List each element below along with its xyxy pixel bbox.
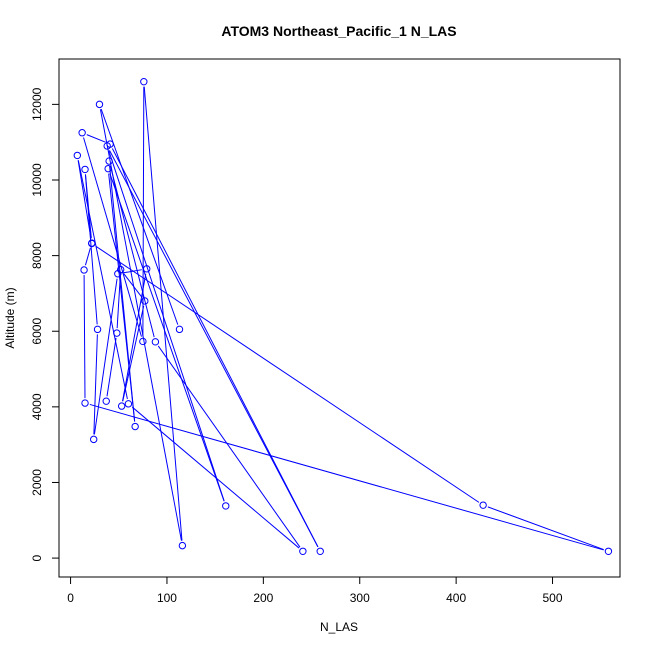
series-segment	[122, 273, 147, 402]
series-segment	[95, 245, 480, 503]
data-point	[102, 397, 110, 405]
series-segment	[122, 305, 145, 402]
series-segment	[100, 108, 179, 325]
series-lines	[77, 86, 604, 551]
data-point	[80, 266, 88, 274]
series-segment	[109, 150, 319, 548]
y-tick-label: 12000	[30, 87, 44, 121]
series-segment	[111, 148, 319, 548]
series-segment	[77, 160, 128, 400]
series-segment	[93, 334, 98, 435]
series-segment	[108, 150, 225, 502]
x-axis: 0 100 200 300 400 500	[67, 576, 563, 605]
y-tick-label: 8000	[30, 242, 44, 269]
series-segment	[84, 174, 98, 325]
data-point	[139, 337, 147, 346]
data-point	[117, 402, 126, 410]
series-segment	[142, 86, 145, 337]
data-point	[116, 265, 125, 274]
series-segment	[83, 137, 142, 337]
series-segment	[116, 274, 121, 329]
series-segment	[109, 166, 136, 422]
x-axis-label: N_LAS	[320, 620, 358, 634]
data-point	[113, 329, 121, 337]
series-points	[73, 77, 613, 555]
series-segment	[157, 345, 301, 548]
data-point	[175, 325, 184, 334]
data-point	[131, 422, 139, 431]
data-point	[124, 400, 133, 408]
series-segment	[93, 278, 118, 435]
series-segment	[83, 274, 86, 399]
y-tick-label: 0	[30, 554, 44, 561]
data-point	[143, 265, 151, 273]
series-segment	[109, 173, 225, 502]
data-point	[78, 129, 86, 137]
chart-title: ATOM3 Northeast_Pacific_1 N_LAS	[221, 23, 456, 39]
series-segment	[143, 86, 183, 541]
y-tick-label: 2000	[30, 469, 44, 496]
series-segment	[86, 134, 106, 143]
series-segment	[487, 506, 604, 551]
data-point	[104, 164, 112, 173]
y-axis-label: Altitude (m)	[3, 287, 17, 348]
data-point	[140, 77, 148, 86]
series-segment	[109, 165, 155, 338]
x-tick-label: 300	[350, 591, 370, 605]
data-point	[178, 541, 187, 550]
data-point	[316, 547, 324, 555]
data-point	[222, 502, 230, 510]
data-point	[105, 157, 113, 165]
data-point	[81, 165, 89, 174]
data-point	[299, 547, 307, 555]
series-segment	[84, 247, 91, 266]
data-point	[604, 547, 613, 555]
x-tick-label: 500	[543, 591, 563, 605]
y-axis: 0 2000 4000 6000 8000 10000 12000	[30, 87, 60, 561]
data-point	[88, 239, 96, 247]
data-point	[90, 435, 98, 444]
data-point	[95, 100, 104, 109]
data-point	[73, 151, 82, 160]
x-tick-label: 400	[446, 591, 466, 605]
data-point	[479, 501, 487, 509]
x-tick-label: 200	[253, 591, 273, 605]
y-tick-label: 10000	[30, 163, 44, 197]
data-point	[141, 297, 149, 305]
y-tick-label: 4000	[30, 393, 44, 420]
data-point	[103, 142, 111, 150]
series-segment	[123, 273, 143, 298]
x-tick-label: 100	[157, 591, 177, 605]
data-point	[151, 338, 160, 346]
series-segment	[122, 269, 142, 274]
series-segment	[77, 160, 92, 239]
x-tick-label: 0	[67, 591, 74, 605]
data-point	[93, 325, 102, 334]
series-segment	[131, 406, 300, 549]
data-point	[81, 399, 89, 407]
series-segment	[106, 337, 117, 397]
y-tick-label: 6000	[30, 318, 44, 345]
series-segment	[89, 403, 604, 551]
